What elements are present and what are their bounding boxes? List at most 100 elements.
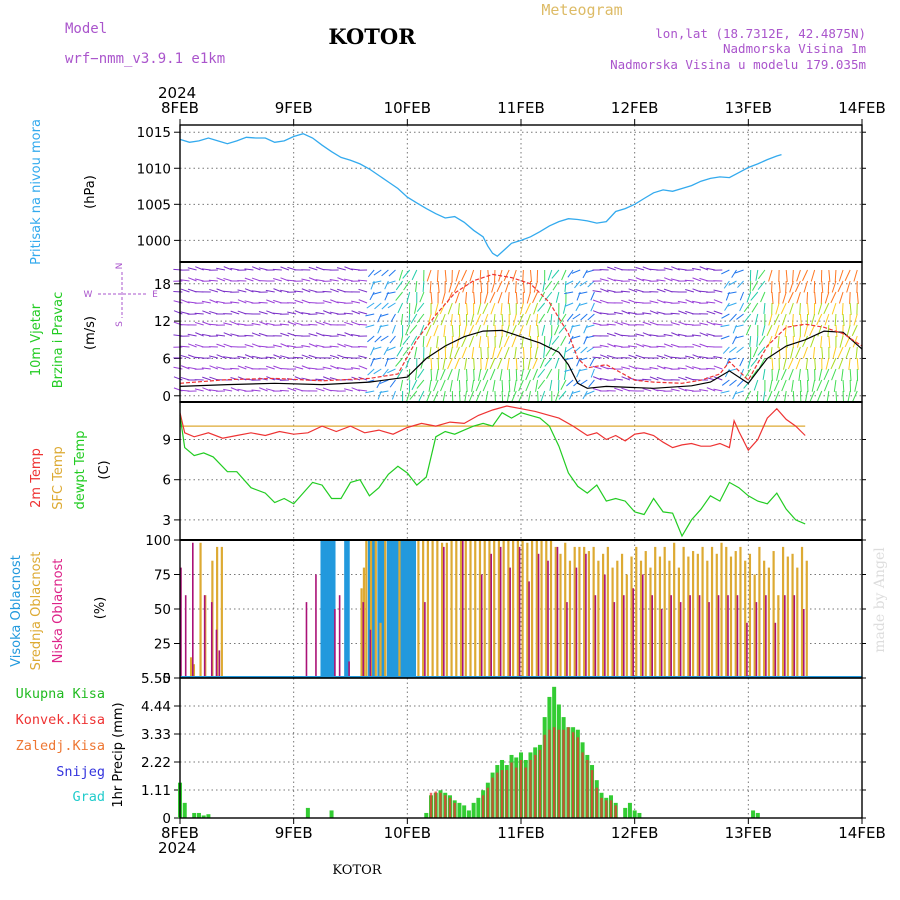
wind-arrow [463, 324, 468, 337]
wind-arrow [251, 322, 261, 326]
mid-cloud-bar [663, 546, 666, 678]
wind-arrow [244, 277, 254, 282]
wind-arrow [512, 313, 517, 326]
wind-arrow [397, 302, 404, 314]
mid-cloud-bar [488, 540, 491, 678]
wind-arrow [781, 313, 787, 326]
wind-arrow [501, 379, 504, 393]
wind-arrow [607, 343, 616, 348]
date-tick-top: 10FEB [384, 99, 431, 117]
wind-arrow [437, 280, 440, 293]
high-cloud-bar [410, 540, 414, 678]
wind-arrow [785, 280, 787, 294]
wind-arrow [792, 390, 795, 404]
wind-arrow [216, 300, 226, 304]
wind-arrow [515, 291, 518, 304]
y-tick-label: 5.55 [141, 671, 171, 687]
low-cloud-bar [461, 540, 464, 678]
total-precip-bar [206, 814, 211, 818]
wind-arrow [766, 324, 773, 337]
wind-arrow [830, 357, 837, 370]
mid-cloud-bar [668, 560, 671, 678]
wind-arrow [405, 324, 411, 336]
wind-arrow [555, 291, 560, 303]
panel-frame [179, 677, 863, 819]
mid-cloud-bar [720, 542, 723, 678]
wind-arrow [796, 291, 801, 304]
precip-axis-label: 1hr Precip (mm) [111, 702, 126, 807]
wind-arrow [294, 299, 304, 304]
mid-cloud-bar [535, 540, 538, 678]
wind-arrow [706, 387, 716, 392]
wind-arrow [251, 332, 261, 337]
wind-arrow [558, 390, 567, 400]
wind-arrow [405, 357, 411, 369]
mid-cloud-bar [625, 574, 628, 678]
wind-arrow [755, 269, 759, 281]
wind-arrow [560, 335, 567, 346]
wind-arrow [258, 267, 268, 271]
wind-arrow [606, 332, 616, 337]
wind-arrow [856, 291, 859, 304]
conv-precip-bar [439, 792, 442, 818]
wind-arrow [656, 365, 666, 370]
wind-arrow [524, 302, 531, 315]
wind-arrow [802, 335, 808, 348]
y-tick-label: 1005 [137, 197, 171, 213]
wind-arrow [564, 280, 574, 286]
wind-arrow [223, 356, 233, 359]
high-cloud-bar [327, 540, 331, 678]
wind-arrow [466, 368, 468, 382]
wind-arrow [410, 335, 418, 346]
wind-arrow [774, 324, 780, 337]
wind-arrow [635, 343, 645, 348]
wind-arrow [418, 390, 425, 402]
wind-arrow [791, 379, 794, 392]
model-altitude-label: Nadmorska Visina u modelu 179.035m [610, 57, 866, 72]
wind-arrow [663, 333, 673, 337]
mid-cloud-bar [767, 567, 770, 678]
wind-arrow [620, 290, 630, 293]
wind-arrow [387, 368, 396, 374]
cloud-unit-label: (%) [93, 597, 108, 620]
date-tick-bottom: 14FEB [838, 824, 885, 842]
wind-arrow [722, 346, 730, 354]
wind-arrow [358, 279, 368, 282]
wind-arrow [791, 313, 794, 327]
wind-arrow [416, 313, 425, 324]
wind-arrow [777, 335, 780, 348]
wind-arrow [552, 280, 560, 291]
y-tick-label: 3 [162, 513, 171, 529]
wind-arrow [511, 335, 517, 348]
mid-cloud-bar [502, 540, 505, 678]
wind-arrow [855, 346, 858, 359]
wind-arrow [494, 390, 497, 404]
wind-arrow [754, 313, 759, 325]
wind-arrow [832, 346, 837, 359]
wind-arrow [831, 368, 837, 381]
wind-arrow [721, 313, 730, 319]
wind-arrow [367, 269, 375, 278]
precip-legend-entry: Ukupna Kisa [16, 686, 105, 702]
wind-arrow [487, 335, 490, 349]
wind-arrow [475, 390, 482, 403]
total-precip-bar [424, 812, 429, 818]
date-tick-top: 13FEB [725, 99, 772, 117]
low-cloud-bar [765, 595, 767, 678]
wind-arrow [727, 357, 737, 361]
wind-arrow [373, 368, 382, 375]
wind-arrow [440, 379, 446, 392]
wind-arrow [430, 357, 433, 371]
mid-cloud-bar [654, 546, 657, 678]
wind-arrow [173, 376, 183, 381]
wind-arrow [386, 357, 396, 361]
wind-arrow [294, 310, 304, 315]
mid-cloud-bar [192, 664, 196, 678]
mid-cloud-bar [445, 542, 448, 678]
mid-cloud-bar [559, 553, 562, 678]
conv-precip-bar [590, 770, 594, 818]
wind-arrow [456, 368, 460, 381]
low-cloud-bar [362, 602, 365, 678]
wind-arrow [515, 368, 518, 382]
wind-arrow [734, 335, 744, 339]
